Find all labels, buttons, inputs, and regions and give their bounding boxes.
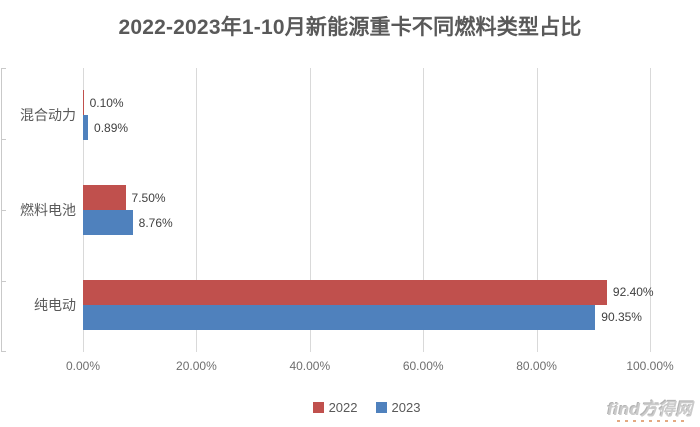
legend-swatch-2023 (375, 402, 387, 413)
gridline (309, 68, 311, 352)
category-axis-line (1, 68, 6, 352)
legend-item-2022: 2022 (312, 400, 358, 415)
category-axis-labels: 混合动力燃料电池纯电动 (0, 68, 76, 352)
axis-tick-mark (1, 139, 6, 140)
bar-2023 (83, 304, 596, 330)
legend-label-2023: 2023 (391, 400, 421, 415)
watermark-dots-decoration (617, 420, 689, 422)
x-axis-tick-label: 60.00% (402, 359, 444, 373)
category-label-3: 纯电动 (34, 296, 76, 313)
chart-title: 2022-2023年1-10月新能源重卡不同燃料类型占比 (118, 16, 582, 39)
plot-area: 0.10% 0.89% 7.50% 8.76% 92.40% 90.35% (83, 68, 654, 352)
axis-tick-mark (1, 210, 6, 211)
gridline (423, 68, 425, 352)
bar-row-2023-3: 90.35% (83, 304, 650, 330)
gridline (650, 68, 651, 352)
legend-swatch-2022 (312, 402, 324, 413)
data-label-2022: 92.40% (612, 285, 654, 300)
bar-2023 (83, 210, 133, 235)
gridline (536, 68, 538, 352)
bar-2022 (83, 185, 126, 210)
gridline (196, 68, 198, 352)
x-axis-tick-label: 0.00% (65, 359, 101, 373)
legend-item-2023: 2023 (375, 400, 421, 415)
data-label-2022: 7.50% (131, 190, 166, 205)
bar-row-2022-1: 0.10% (83, 90, 650, 116)
data-label-2022: 0.10% (89, 95, 124, 110)
data-label-2023: 8.76% (138, 215, 173, 230)
bar-row-2022-3: 92.40% (83, 279, 654, 305)
bar-2022 (83, 90, 84, 116)
x-axis-tick-label: 100.00% (626, 359, 674, 373)
watermark: find方得网 (607, 401, 693, 422)
x-axis-tick-label: 80.00% (516, 359, 557, 373)
x-axis-tick-label: 20.00% (176, 359, 217, 373)
bar-2023 (83, 115, 89, 141)
axis-tick-mark (1, 68, 6, 69)
x-axis-labels: 0.00% 20.00% 40.00% 60.00% 80.00% 100.00% (66, 359, 674, 375)
category-label-2: 燃料电池 (20, 202, 76, 218)
bar-2022 (83, 279, 607, 305)
x-axis-tick-label: 40.00% (289, 359, 331, 373)
axis-tick-mark (1, 351, 6, 352)
watermark-logo: find方得网 (607, 400, 693, 419)
axis-tick-mark (1, 281, 6, 282)
legend-label-2022: 2022 (328, 400, 358, 415)
bar-row-2023-1: 0.89% (83, 115, 650, 141)
bar-row-2023-2: 8.76% (83, 210, 650, 235)
data-label-2023: 90.35% (601, 310, 642, 325)
data-label-2023: 0.89% (94, 120, 129, 135)
bar-row-2022-2: 7.50% (83, 185, 650, 210)
category-label-1: 混合动力 (20, 107, 76, 124)
legend: 2022 2023 (83, 400, 650, 415)
